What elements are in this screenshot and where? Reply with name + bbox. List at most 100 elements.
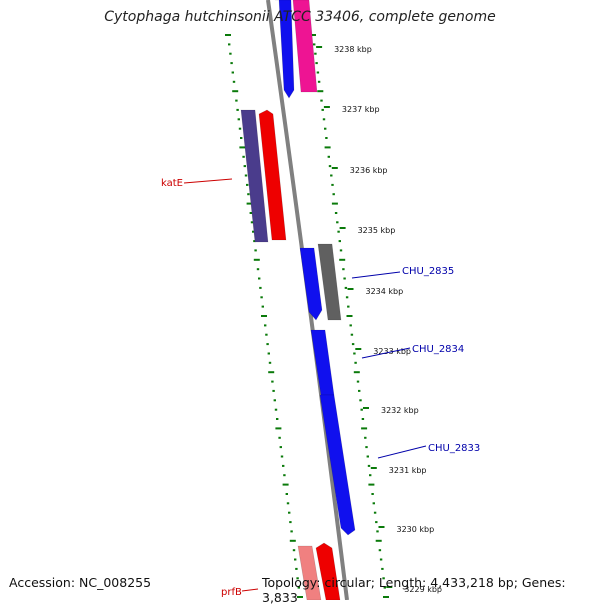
gc-skew-dot-outer: [358, 389, 361, 392]
gc-skew-dot-inner: [268, 361, 272, 364]
gc-skew-dot-outer: [315, 62, 318, 65]
gc-skew-dot-outer: [343, 277, 346, 280]
gc-skew-dot-inner: [289, 521, 292, 524]
tick-label: 3238 kbp: [334, 45, 372, 54]
gene-label-leader: [241, 588, 259, 592]
gc-skew-dot-inner: [276, 418, 279, 420]
gene-label: CHU_2833: [428, 443, 480, 454]
gc-skew-dot-outer: [371, 493, 374, 495]
gc-skew-dot-outer: [361, 427, 368, 430]
gc-skew-dot-inner: [260, 296, 263, 299]
gc-skew-dot-inner: [232, 80, 236, 83]
gc-skew-dot-inner: [238, 127, 242, 130]
gc-skew-dot-inner: [282, 464, 285, 467]
gene-arrow: [319, 394, 356, 536]
map-title: Cytophaga hutchinsonii ATCC 33406, compl…: [104, 9, 496, 25]
gc-skew-dot-inner: [283, 474, 286, 477]
gc-skew-dot-inner: [292, 549, 296, 552]
gc-skew-dot-inner: [286, 502, 290, 505]
gc-skew-dot-inner: [267, 352, 270, 355]
gc-skew-dot-inner: [250, 221, 254, 224]
gene-label-leader: [377, 445, 427, 459]
tick-label: 3231 kbp: [389, 466, 427, 475]
gc-skew-dot-outer: [310, 34, 316, 36]
gc-skew-dot-inner: [266, 343, 269, 346]
gc-skew-dot-inner: [246, 202, 253, 205]
gc-skew-dot-inner: [258, 277, 261, 280]
gc-skew-dot-outer: [345, 296, 349, 299]
gc-skew-dot-inner: [296, 577, 299, 580]
gc-skew-dot-outer: [373, 511, 377, 514]
gc-skew-dot-inner: [249, 212, 252, 214]
gc-skew-dot-outer: [337, 230, 340, 233]
gc-skew-dot-outer: [379, 558, 383, 561]
gc-skew-dot-inner: [285, 493, 288, 495]
gene-arrow: [275, 0, 295, 99]
gc-skew-dot-inner: [237, 118, 240, 121]
gc-skew-dot-inner: [235, 99, 238, 102]
gc-skew-dot-outer: [324, 127, 327, 130]
gc-skew-dot-inner: [265, 333, 268, 336]
gene-arrow: [240, 109, 269, 243]
tick-label: 3237 kbp: [342, 105, 380, 114]
tick-label: 3236 kbp: [350, 166, 388, 175]
gene-label: prfB: [221, 587, 242, 598]
gene-arrow: [258, 109, 287, 241]
tick-label: 3229 kbp: [404, 585, 442, 594]
gc-skew-dot-inner: [256, 268, 260, 271]
gc-skew-dot-outer: [320, 99, 323, 102]
gc-skew-dot-outer: [324, 146, 331, 149]
gc-skew-dot-inner: [254, 249, 257, 252]
gc-skew-dot-outer: [365, 446, 368, 449]
gc-skew-dot-outer: [383, 596, 389, 598]
gc-skew-dot-outer: [364, 436, 367, 439]
gc-skew-dot-outer: [332, 193, 335, 196]
gc-skew-dot-outer: [353, 371, 360, 374]
gc-skew-dot-inner: [275, 427, 282, 430]
gc-skew-dot-outer: [322, 118, 326, 121]
gc-skew-dot-outer: [344, 286, 348, 289]
gc-skew-dot-outer: [382, 577, 385, 580]
gene-label-leader: [361, 347, 411, 359]
gc-skew-dot-inner: [282, 483, 289, 486]
gc-skew-dot-inner: [290, 530, 293, 533]
gc-skew-dot-outer: [328, 165, 332, 168]
gc-skew-dot-inner: [289, 539, 296, 542]
gc-skew-dot-inner: [295, 567, 298, 570]
gc-skew-dot-outer: [350, 333, 354, 336]
gene-labels: katE CHU_2835 CHU_2834 CHU_2833 prfB: [161, 178, 480, 598]
gc-skew-dot-outer: [313, 43, 316, 46]
gc-skew-dot-inner: [232, 90, 239, 93]
gc-skew-dot-inner: [246, 183, 249, 186]
gc-skew-dot-inner: [231, 71, 234, 74]
gene-arrow: [310, 329, 335, 396]
gc-skew-dot-outer: [316, 71, 320, 74]
gc-skew-dot-inner: [239, 146, 246, 149]
gc-skew-dot-outer: [376, 530, 379, 533]
gc-skew-dot-outer: [351, 343, 355, 346]
gc-skew-dot-outer: [366, 455, 369, 458]
gene-arrow: [292, 0, 318, 93]
gene-arrow: [315, 542, 341, 600]
gene-label-leader: [183, 178, 233, 184]
gc-skew-dot-outer: [338, 240, 341, 243]
tick-label: 3235 kbp: [358, 226, 396, 235]
gc-skew-dot-inner: [272, 389, 275, 392]
gc-skew-dot-inner: [297, 596, 303, 598]
gc-skew-dot-inner: [261, 305, 264, 308]
gene-label: CHU_2834: [412, 344, 464, 355]
gene-arrow: [299, 247, 323, 321]
gc-skew-dot-outer: [331, 183, 334, 186]
gc-skew-dot-inner: [274, 408, 278, 411]
gene-arrow: [317, 243, 342, 321]
gene-label: CHU_2835: [402, 266, 454, 277]
gene-label-leader: [351, 271, 401, 279]
gc-skew-dot-inner: [225, 34, 231, 36]
gc-skew-dot-outer: [349, 324, 352, 327]
gc-skew-dot-outer: [327, 155, 330, 158]
gc-skew-dot-outer: [359, 399, 362, 402]
gc-skew-dot-inner: [288, 511, 291, 514]
genome-summary: Topology: circular; Length: 4,433,218 bp…: [262, 575, 566, 605]
gc-skew-dot-inner: [243, 165, 246, 168]
gc-skew-dot-outer: [347, 305, 350, 308]
